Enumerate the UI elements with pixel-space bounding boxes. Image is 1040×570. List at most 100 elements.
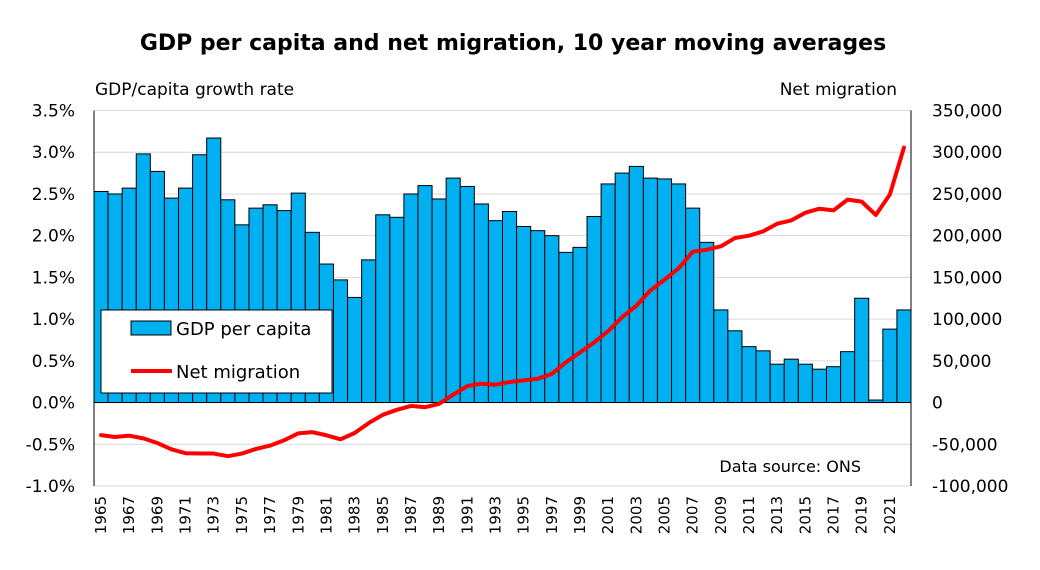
right-tick-label: 150,000 [932, 268, 1002, 288]
left-tick-label: -0.5% [26, 435, 75, 455]
legend-label-gdp: GDP per capita [176, 319, 311, 340]
bar-1990 [445, 177, 461, 404]
right-axis-ticks: -100,000 -50,000 0 50,000 100,000 150,000 200,… [932, 102, 1008, 498]
bar-1984 [361, 259, 377, 404]
bar-1983 [347, 296, 363, 404]
left-tick-label: 2.0% [32, 227, 75, 247]
chart-title: GDP per capita and net migration, 10 yea… [140, 31, 886, 56]
bar-2015 [797, 363, 813, 404]
bar-2016 [811, 368, 827, 404]
legend-bar-swatch [130, 320, 172, 336]
bar-2022 [896, 309, 912, 404]
left-tick-label: 3.5% [32, 102, 75, 122]
bar-2008 [699, 241, 715, 404]
x-tick-label: 2011 [740, 496, 758, 534]
x-tick-label: 1969 [148, 496, 166, 534]
gdp-bars [93, 137, 912, 404]
x-tick-label: 2009 [712, 496, 730, 534]
left-axis-label: GDP/capita growth rate [95, 80, 294, 100]
x-tick-label: 1979 [289, 496, 307, 534]
x-tick-label: 1989 [430, 496, 448, 534]
legend: GDP per capita Net migration [100, 309, 333, 394]
right-tick-label: 50,000 [932, 352, 991, 372]
left-tick-label: -1.0% [26, 477, 75, 497]
x-tick-label: 1971 [177, 496, 195, 534]
x-tick-label: 1991 [458, 496, 476, 534]
left-tick-label: 1.0% [32, 310, 75, 330]
bar-2013 [769, 363, 785, 404]
x-tick-label: 2007 [684, 496, 702, 534]
bar-2018 [840, 351, 856, 404]
x-tick-label: 2017 [825, 496, 843, 534]
x-tick-label: 1977 [261, 496, 279, 534]
left-tick-label: 2.5% [32, 185, 75, 205]
right-tick-label: -50,000 [932, 435, 998, 455]
bar-2014 [783, 358, 799, 404]
left-tick-label: 0.5% [32, 352, 75, 372]
bar-2007 [685, 207, 701, 404]
bar-2001 [600, 183, 616, 404]
bar-1987 [403, 193, 419, 404]
data-source-note: Data source: ONS [719, 457, 861, 476]
x-tick-label: 2003 [627, 496, 645, 534]
x-tick-label: 1995 [515, 496, 533, 534]
bar-2000 [586, 215, 602, 404]
bar-2011 [741, 346, 757, 404]
right-tick-label: 100,000 [932, 310, 1002, 330]
right-tick-label: 0 [932, 394, 943, 414]
bar-2012 [755, 350, 771, 404]
legend-label-migration: Net migration [176, 362, 300, 383]
left-tick-label: 1.5% [32, 268, 75, 288]
bar-1992 [473, 203, 489, 404]
x-tick-label: 1967 [120, 496, 138, 534]
x-tick-label: 1985 [374, 496, 392, 534]
right-tick-label: 300,000 [932, 143, 1002, 163]
bar-2019 [854, 297, 870, 404]
bar-1999 [572, 246, 588, 404]
bar-1998 [558, 251, 574, 404]
right-tick-label: 200,000 [932, 227, 1002, 247]
bar-2003 [628, 165, 644, 404]
x-tick-label: 1983 [346, 496, 364, 534]
bar-1991 [459, 185, 475, 404]
x-tick-label: 1981 [317, 496, 335, 534]
right-tick-label: -100,000 [932, 477, 1008, 497]
right-tick-label: 250,000 [932, 185, 1002, 205]
x-tick-label: 2021 [881, 496, 899, 534]
left-tick-label: 0.0% [32, 394, 75, 414]
bar-2002 [614, 172, 630, 404]
bar-1985 [375, 214, 391, 404]
x-tick-label: 1997 [543, 496, 561, 534]
bar-2017 [825, 366, 842, 404]
bar-1995 [516, 225, 532, 404]
bar-2005 [656, 178, 673, 404]
x-tick-label: 1975 [233, 496, 251, 534]
x-tick-label: 2001 [599, 496, 617, 534]
bar-1986 [389, 216, 405, 404]
x-tick-label: 1973 [205, 496, 223, 534]
bar-1982 [332, 279, 349, 404]
bar-2010 [727, 330, 743, 404]
bar-1994 [502, 210, 518, 404]
bar-1993 [487, 220, 503, 404]
x-tick-label: 2005 [655, 496, 673, 534]
x-tick-label: 1987 [402, 496, 420, 534]
x-tick-label: 2013 [768, 496, 786, 534]
left-axis-ticks: -1.0% -0.5% 0.0% 0.5% 1.0% 1.5% 2.0% 2.5% 3.0% 3.… [26, 102, 75, 498]
bar-2006 [671, 183, 687, 404]
bar-2009 [713, 309, 729, 404]
net-migration-line [99, 145, 906, 459]
x-tick-label: 1993 [486, 496, 504, 534]
x-tick-label: 2015 [796, 496, 814, 534]
x-tick-label: 1965 [92, 496, 110, 534]
bar-1989 [431, 198, 447, 404]
bar-2021 [882, 328, 898, 404]
left-tick-label: 3.0% [32, 143, 75, 163]
right-tick-label: 350,000 [932, 102, 1002, 122]
x-tick-label: 2019 [853, 496, 871, 534]
right-axis-label: Net migration [780, 80, 897, 100]
x-axis-ticks: 1965 1967 1969 1971 1973 1975 1977 1979 1981 1983… [92, 496, 899, 534]
bar-1988 [417, 185, 433, 404]
x-tick-label: 1999 [571, 496, 589, 534]
